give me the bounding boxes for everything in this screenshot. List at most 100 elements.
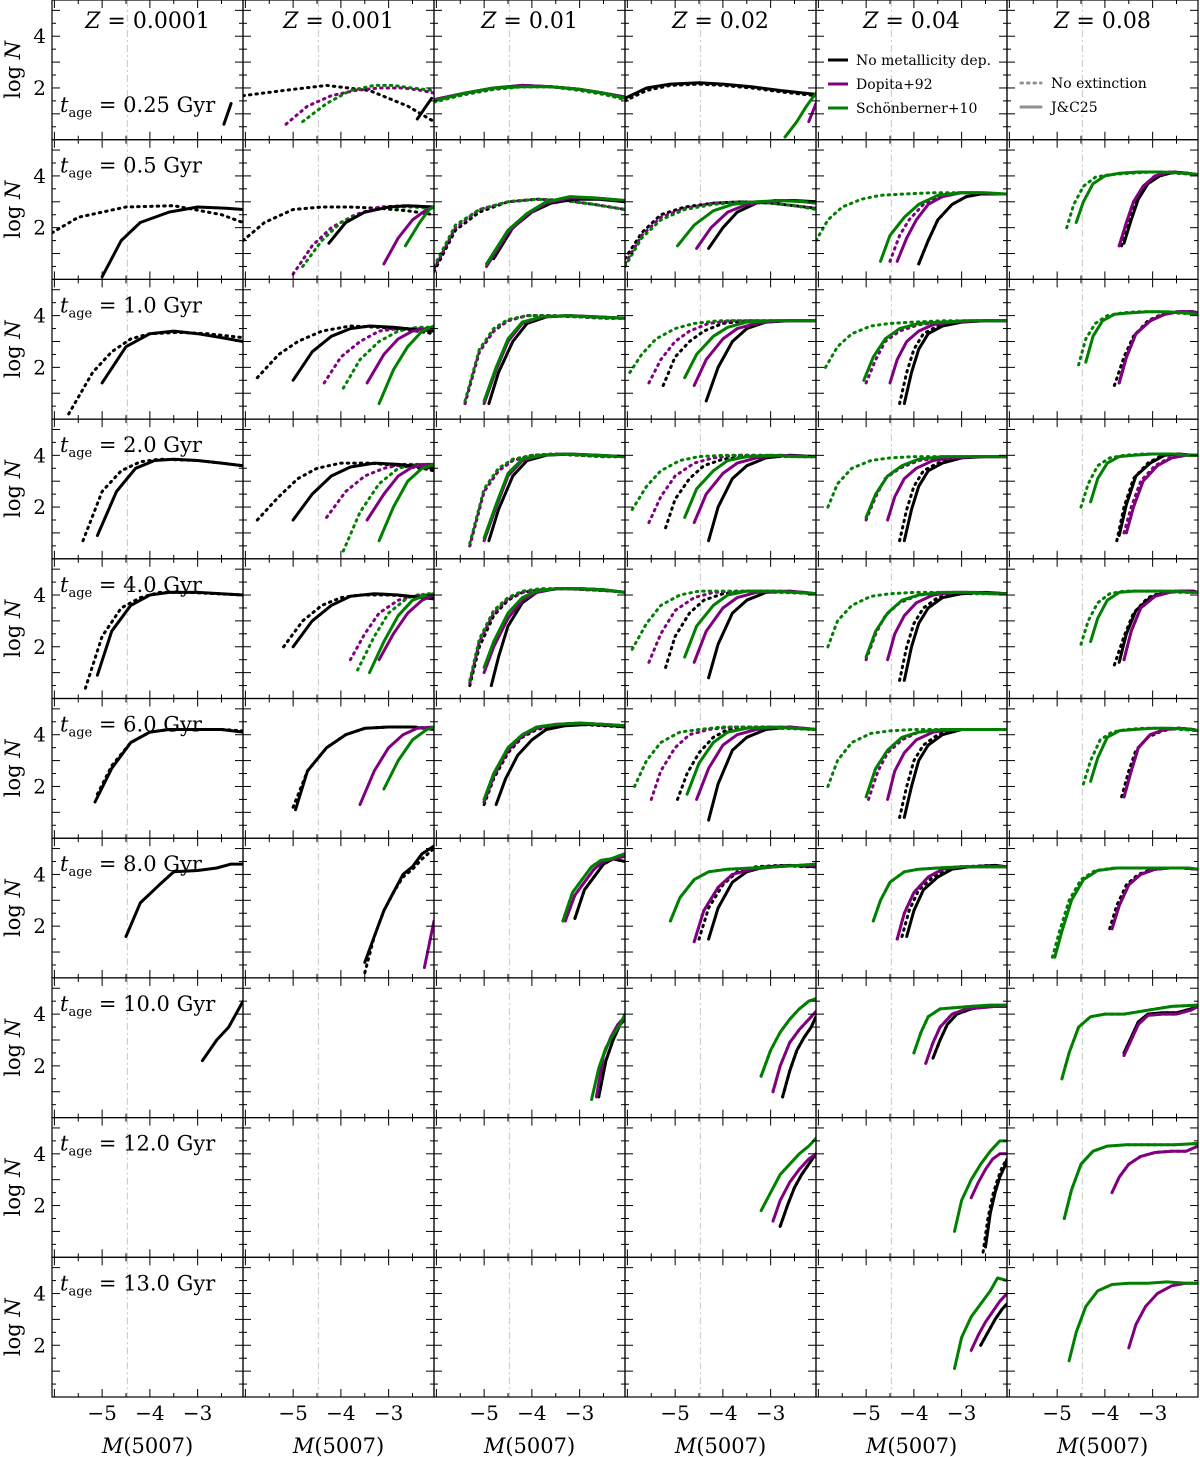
series-line-sch-jc25 <box>668 862 816 923</box>
panel-curves <box>282 592 434 675</box>
series-line-sch-no-extinction <box>1081 726 1198 786</box>
legend-label: No metallicity dep. <box>856 53 991 69</box>
series-line-sch-jc25 <box>864 455 1007 519</box>
series-line-nomet-jc25 <box>494 722 625 807</box>
x-axis-title-band: (5007) <box>1078 1434 1148 1457</box>
series-line-dop-jc25 <box>886 455 1007 522</box>
row-label-sub: age <box>68 167 92 182</box>
panel <box>433 837 626 979</box>
series-line-sch-no-extinction <box>633 725 816 788</box>
series-line-sch-jc25 <box>590 1012 625 1101</box>
panel-ticks <box>816 1117 1007 1258</box>
series-line-dop-jc25 <box>1117 310 1198 385</box>
series-line-dop-no-extinction <box>482 721 625 804</box>
panel-ticks <box>52 419 243 559</box>
panel-ticks <box>243 139 434 280</box>
y-tick-label: 2 <box>33 1333 46 1357</box>
panel <box>815 558 1008 700</box>
row-label-value: = 10.0 Gyr <box>92 992 216 1016</box>
panel-curves <box>1067 1280 1198 1363</box>
panel-ticks <box>52 279 243 420</box>
panel-ticks <box>625 0 816 140</box>
panel-curves <box>590 1012 625 1101</box>
row-label: tage = 1.0 Gyr <box>60 293 203 321</box>
series-line-nomet-no-extinction <box>1120 170 1198 248</box>
y-axis-title-log: log <box>1 758 25 797</box>
panel-frame <box>1006 139 1199 280</box>
series-line-dop-no-extinction <box>348 593 434 662</box>
column-title: Z = 0.02 <box>671 9 769 34</box>
row-label-t: t <box>60 852 69 876</box>
column-title-value: = 0.0001 <box>100 9 209 34</box>
panel-ticks <box>625 558 816 699</box>
row-label-sub: age <box>68 865 92 880</box>
x-tick-label: −4 <box>326 1401 355 1425</box>
y-tick-label: 2 <box>33 495 46 519</box>
series-line-sch-jc25 <box>879 191 1007 263</box>
series-line-nomet-jc25 <box>707 589 816 680</box>
panel-frame <box>242 139 435 280</box>
y-axis-title-log: log <box>1 897 25 936</box>
y-axis-title-n: N <box>1 320 25 340</box>
row-label-sub: age <box>68 1284 92 1299</box>
series-line-dop-jc25 <box>692 319 816 387</box>
panel-curves <box>468 452 625 548</box>
x-axis-title-m: M <box>101 1434 124 1457</box>
panel-ticks <box>434 1257 625 1397</box>
panel-frame <box>433 837 626 979</box>
y-axis-title-n: N <box>1 1018 25 1038</box>
panel-frame <box>242 1256 435 1398</box>
row-label: tage = 2.0 Gyr <box>60 433 203 461</box>
series-line-sch-jc25 <box>1053 866 1198 959</box>
series-line-dop-jc25 <box>771 1010 816 1094</box>
series-line-sch-jc25 <box>1089 589 1198 644</box>
panel <box>433 1256 626 1398</box>
panel-frame <box>433 558 626 700</box>
panel <box>815 139 1008 280</box>
x-tick-label: −5 <box>1042 1401 1071 1425</box>
panel-ticks <box>1007 698 1198 839</box>
series-line-nomet-no-extinction <box>434 197 625 274</box>
series-line-dop-jc25 <box>888 319 1007 385</box>
series-line-sch-jc25 <box>482 587 625 669</box>
panel-curves <box>824 319 1007 406</box>
series-line-nomet-jc25 <box>704 319 816 403</box>
panel-frame <box>624 278 817 420</box>
panel-frame <box>433 139 626 280</box>
x-axis-title: M(5007) <box>1056 1434 1148 1457</box>
series-line-nomet-no-extinction <box>468 587 625 688</box>
y-axis-title-log: log <box>1 618 25 657</box>
panel-curves <box>759 997 816 1099</box>
y-tick-label: 4 <box>33 583 46 607</box>
x-axis-title: M(5007) <box>292 1434 384 1457</box>
series-line-nomet-jc25 <box>363 844 434 964</box>
row-label-t: t <box>60 1271 69 1295</box>
series-line-nomet-no-extinction <box>898 590 1007 682</box>
series-line-nomet-jc25 <box>1117 589 1198 664</box>
panel-curves <box>953 1139 1007 1254</box>
y-axis-title-log: log <box>1 1177 25 1216</box>
x-axis-title-m: M <box>292 1434 315 1457</box>
panel <box>51 418 244 560</box>
row-label-t: t <box>60 293 69 317</box>
series-line-sch-jc25 <box>1089 726 1198 783</box>
series-line-dop-no-extinction <box>1122 453 1198 535</box>
panel <box>1006 1256 1199 1398</box>
panel-frame <box>624 418 817 560</box>
series-line-sch-jc25 <box>561 852 625 923</box>
series-line-sch-jc25 <box>482 314 625 403</box>
panel-curves <box>291 725 434 812</box>
series-line-nomet-no-extinction <box>67 330 243 416</box>
series-line-sch-jc25 <box>683 319 816 380</box>
panel <box>242 697 435 839</box>
panel-curves <box>124 862 243 938</box>
row-label-sub: age <box>68 106 92 121</box>
x-axis-title-band: (5007) <box>314 1434 384 1457</box>
series-line-sch-jc25 <box>1089 452 1198 504</box>
panel-frame <box>624 837 817 979</box>
series-line-dop-jc25 <box>807 102 816 124</box>
series-line-nomet-jc25 <box>415 96 434 121</box>
y-axis-title-n: N <box>1 1298 25 1318</box>
series-line-sch-jc25 <box>485 195 625 266</box>
row-label-sub: age <box>68 446 92 461</box>
